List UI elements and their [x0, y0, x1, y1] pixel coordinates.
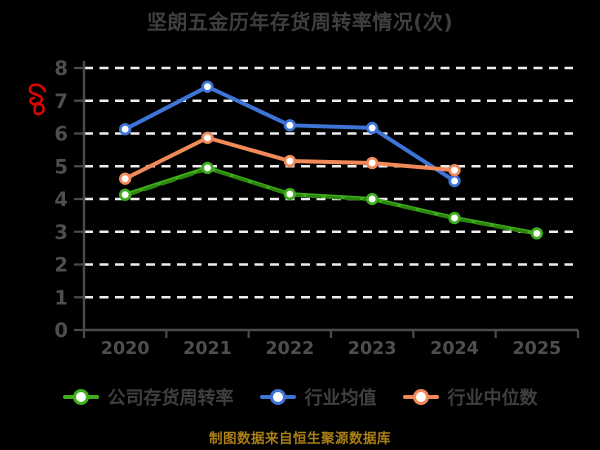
legend-label-industry-mean: 行业均值: [304, 388, 377, 409]
y-tick-label-5: 5: [54, 155, 68, 178]
legend-label-company-turnover: 公司存货周转率: [107, 388, 234, 409]
y-tick-label-8: 8: [54, 57, 68, 80]
marker-industry-median-2022: [283, 154, 296, 168]
x-tick-label-2020: 2020: [101, 339, 150, 359]
series-sketch-overlay-company-turnover: [124, 167, 540, 236]
legend-label-industry-median: 行业中位数: [447, 388, 538, 409]
legend-item-industry-mean[interactable]: 行业均值: [259, 384, 377, 410]
marker-industry-mean-2023: [366, 121, 379, 135]
y-tick-label-3: 3: [54, 221, 68, 244]
marker-industry-mean-2022: [283, 119, 296, 132]
x-tick-label-2025: 2025: [512, 339, 561, 359]
plot-area: 0 1 2 3 4 5 6 7 8 2020 2021 2022 2023 2024 2025: [28, 57, 580, 359]
y-tick-label-6: 6: [54, 123, 68, 146]
y-tick-label-0: 0: [54, 319, 68, 342]
y-tick-label-2: 2: [54, 254, 68, 277]
y-tick-label-4: 4: [54, 188, 68, 211]
legend-marker-blue-icon: [259, 388, 296, 406]
legend: 公司存货周转率 行业均值 行业中位数: [0, 384, 600, 410]
marker-industry-mean-2020: [119, 123, 132, 136]
marker-company-turnover-2021: [201, 161, 214, 175]
marker-industry-median-2023: [366, 156, 379, 170]
y-tick-label-7: 7: [54, 90, 68, 113]
legend-item-industry-median[interactable]: 行业中位数: [402, 384, 538, 410]
x-tick-label-2021: 2021: [183, 339, 232, 359]
source-note: 制图数据来自恒生聚源数据库: [209, 431, 391, 447]
marker-industry-median-2020: [119, 172, 132, 185]
marker-company-turnover-2025: [530, 227, 543, 240]
legend-item-company-turnover[interactable]: 公司存货周转率: [62, 384, 234, 410]
marker-company-turnover-2023: [366, 192, 379, 206]
x-tick-label-2024: 2024: [430, 339, 479, 359]
marker-company-turnover-2020: [119, 188, 132, 201]
marker-industry-mean-2024: [448, 174, 461, 188]
x-tick-label-2023: 2023: [348, 339, 397, 359]
marker-industry-mean-2021: [201, 80, 214, 93]
y-tick-label-1: 1: [54, 286, 68, 309]
x-tick-label-2022: 2022: [265, 339, 314, 359]
chart-title: 坚朗五金历年存货周转率情况(次): [146, 10, 454, 34]
red-scribble-annotation: [28, 83, 47, 116]
marker-company-turnover-2024: [448, 211, 461, 225]
marker-company-turnover-2022: [283, 187, 296, 201]
legend-marker-orange-icon: [402, 388, 439, 406]
marker-industry-median-2021: [201, 131, 214, 144]
marker-industry-median-2024: [448, 164, 461, 177]
legend-marker-green-icon: [62, 388, 99, 406]
